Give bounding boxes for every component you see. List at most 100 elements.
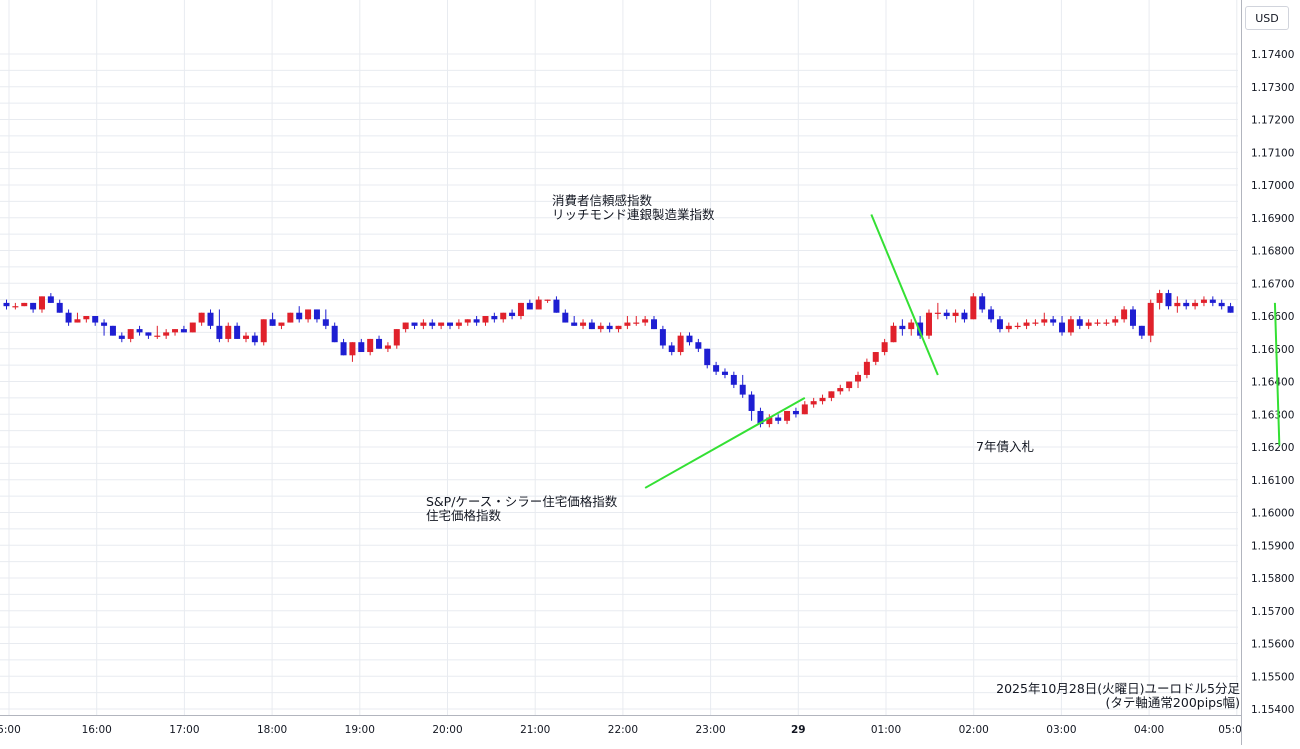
candle-up (1200, 299, 1207, 303)
candle-up (287, 312, 294, 323)
candle-up (127, 329, 134, 339)
candle-layer (3, 289, 1234, 428)
candle-down (509, 312, 516, 316)
candle-down (917, 322, 924, 336)
candle-up (908, 322, 915, 330)
candle-down (651, 319, 658, 330)
candle-up (189, 322, 196, 333)
candle-down (358, 342, 365, 353)
annotation-label: 住宅価格指数 (426, 508, 502, 523)
candle-down (713, 365, 720, 372)
candle-up (367, 338, 374, 353)
candle-up (801, 404, 808, 415)
candle-up (580, 322, 587, 326)
y-tick-label: 1.16400 (1251, 377, 1294, 389)
candle-up (482, 316, 489, 323)
candle-up (464, 319, 471, 323)
x-tick-label: 17:00 (169, 724, 199, 736)
candle-down (1129, 309, 1136, 326)
candle-down (30, 302, 37, 310)
candle-down (207, 312, 214, 326)
y-tick-label: 1.15900 (1251, 540, 1294, 552)
candle-down (118, 335, 125, 339)
candle-up (952, 312, 959, 316)
candle-up (633, 322, 640, 324)
candle-up (198, 312, 205, 323)
candle-down (588, 322, 595, 330)
candle-up (21, 302, 28, 307)
x-tick-label: 18:00 (257, 724, 287, 736)
candle-down (56, 302, 63, 313)
y-tick-label: 1.16800 (1251, 246, 1294, 258)
candle-down (721, 371, 728, 375)
candle-up (438, 322, 445, 326)
x-tick-label: 23:00 (695, 724, 725, 736)
grid-layer (0, 0, 1238, 715)
candle-down (65, 312, 72, 323)
candle-up (1156, 293, 1163, 303)
candle-down (92, 316, 99, 323)
x-tick-label: 22:00 (608, 724, 638, 736)
candle-down (695, 342, 702, 349)
y-tick-label: 1.17100 (1251, 147, 1294, 159)
candle-down (1183, 302, 1190, 307)
candle-down (730, 374, 737, 385)
candle-down (269, 319, 276, 326)
candle-up (1014, 325, 1021, 328)
candle-up (863, 361, 870, 375)
candle-down (1050, 319, 1057, 323)
candle-up (38, 296, 45, 310)
candle-down (996, 319, 1003, 330)
candle-down (313, 309, 320, 320)
candle-up (349, 342, 356, 356)
candle-down (1227, 306, 1234, 313)
candle-up (828, 391, 835, 398)
candle-up (74, 319, 81, 323)
candle-up (624, 322, 631, 326)
candle-down (331, 325, 338, 343)
candle-up (784, 410, 791, 421)
annotation-label: 7年債入札 (976, 439, 1034, 454)
candle-down (1209, 299, 1216, 303)
currency-badge[interactable]: USD (1245, 6, 1289, 30)
chart-caption: 2025年10月28日(火曜日)ユーロドル5分足 (タテ軸通常200pips幅) (996, 682, 1240, 710)
x-tick-label: 19:00 (345, 724, 375, 736)
candle-down (748, 394, 755, 411)
candle-up (420, 322, 427, 326)
candle-down (1076, 319, 1083, 326)
candle-up (766, 417, 773, 425)
candle-up (1094, 322, 1101, 324)
candle-up (881, 342, 888, 353)
candle-down (251, 335, 258, 343)
candle-down (145, 332, 152, 336)
candle-down (491, 316, 498, 320)
candle-down (1218, 302, 1225, 307)
y-tick-label: 1.16900 (1251, 213, 1294, 225)
candle-down (216, 325, 223, 339)
candle-up (970, 296, 977, 320)
candle-up (305, 309, 312, 320)
candle-up (260, 319, 267, 343)
candle-up (1147, 302, 1154, 336)
candle-down (296, 312, 303, 320)
x-tick-label: 03:00 (1046, 724, 1076, 736)
candle-up (615, 325, 622, 330)
candle-up (925, 312, 932, 336)
annotation-label: S&P/ケース・シラー住宅価格指数 (426, 494, 618, 509)
x-tick-label: 01:00 (871, 724, 901, 736)
y-tick-label: 1.16500 (1251, 344, 1294, 356)
candle-down (739, 384, 746, 395)
candle-down (411, 322, 418, 326)
candle-down (686, 335, 693, 343)
annotation-line (644, 397, 806, 489)
annotation-label: 消費者信頼感指数 (552, 193, 653, 208)
candle-down (109, 325, 116, 336)
candle-up (934, 312, 941, 314)
candle-up (544, 299, 551, 301)
candle-up (500, 312, 507, 320)
candle-up (384, 345, 391, 349)
candle-up (517, 302, 524, 316)
candle-down (562, 312, 569, 323)
